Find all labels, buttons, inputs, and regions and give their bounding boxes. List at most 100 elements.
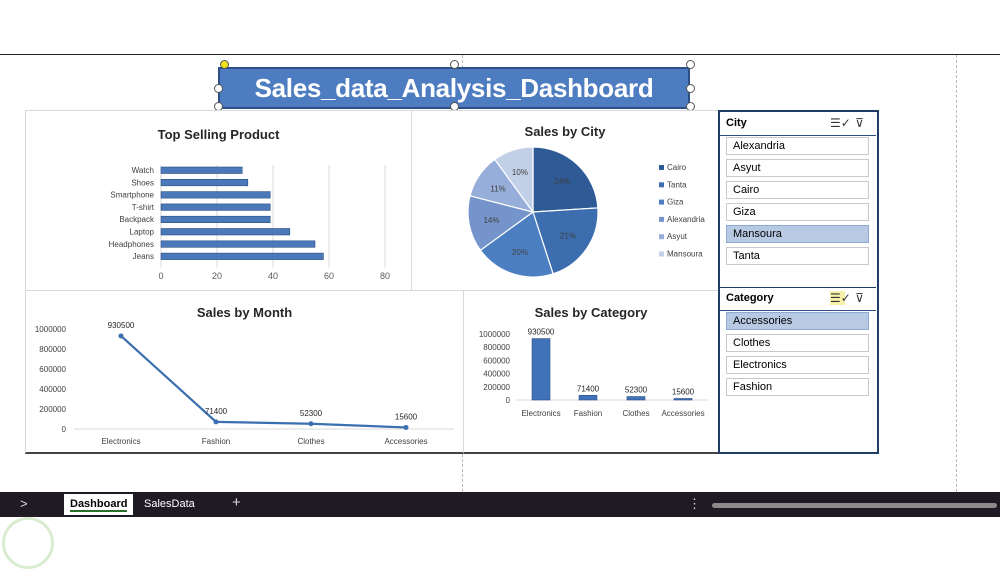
y-tick-label: Jeans xyxy=(133,252,154,261)
add-sheet-icon[interactable]: + xyxy=(232,494,241,511)
slicer-item-alexandria[interactable]: Alexandria xyxy=(726,137,869,155)
y-tick-label: 1000000 xyxy=(35,325,67,334)
rotate-handle[interactable] xyxy=(220,60,229,69)
slicer-item-asyut[interactable]: Asyut xyxy=(726,159,869,177)
x-tick-label: 40 xyxy=(268,271,278,281)
slicer-item-mansoura[interactable]: Mansoura xyxy=(726,225,869,243)
multi-select-icon[interactable]: ☰✓ xyxy=(830,291,851,305)
tab-label: SalesData xyxy=(144,498,195,510)
sales-by-city-chart[interactable]: Sales by City 24% 21% 20% 14% 11% 10% Cairo Tan… xyxy=(411,110,719,291)
y-tick-label: 1000000 xyxy=(479,330,511,339)
pie-slice xyxy=(532,146,599,213)
y-tick-label: Watch xyxy=(132,166,154,175)
legend-swatch xyxy=(659,165,664,170)
x-tick-label: 0 xyxy=(158,271,163,281)
y-tick-label: 200000 xyxy=(483,383,510,392)
bar xyxy=(160,228,291,236)
x-tick-label: 80 xyxy=(380,271,390,281)
bar xyxy=(531,338,551,401)
y-tick-label: Backpack xyxy=(119,215,155,224)
data-label: 15600 xyxy=(672,388,695,397)
resize-handle[interactable] xyxy=(214,84,223,93)
tab-salesdata[interactable]: SalesData xyxy=(138,494,201,515)
chart-title: Sales by City xyxy=(524,124,606,139)
legend-label: Asyut xyxy=(667,232,688,241)
top-selling-plot: 0 20 40 60 80 Watch Shoes Smartphone T-shirt Back… xyxy=(109,165,390,281)
data-point xyxy=(213,419,219,425)
pie-slice xyxy=(532,207,599,275)
data-label: 20% xyxy=(512,248,528,257)
bar xyxy=(160,203,271,211)
legend-label: Cairo xyxy=(667,163,687,172)
x-tick-label: Accessories xyxy=(384,437,427,446)
x-tick-label: 60 xyxy=(324,271,334,281)
pie-slice xyxy=(493,146,534,214)
data-label: 15600 xyxy=(395,412,418,421)
data-label: 71400 xyxy=(205,407,228,416)
slicer-title: Category xyxy=(726,292,774,304)
data-label: 21% xyxy=(560,232,576,241)
top-selling-chart[interactable]: Top Selling Product 0 20 40 60 80 Watch Shoes S… xyxy=(25,110,412,291)
x-tick-label: Clothes xyxy=(297,437,324,446)
resize-handle[interactable] xyxy=(450,60,459,69)
category-slicer[interactable]: Category ☰✓ ⊽ Accessories Clothes Electr… xyxy=(720,287,876,448)
bar xyxy=(160,166,243,174)
slicer-item-electronics[interactable]: Electronics xyxy=(726,356,869,374)
bar xyxy=(578,394,598,401)
bar xyxy=(160,240,316,248)
pie-slice xyxy=(479,211,554,278)
x-tick-label: 20 xyxy=(212,271,222,281)
resize-handle[interactable] xyxy=(686,84,695,93)
y-tick-label: 600000 xyxy=(483,356,510,365)
data-label: 10% xyxy=(512,168,528,177)
slicer-title: City xyxy=(726,117,747,129)
slicer-item-fashion[interactable]: Fashion xyxy=(726,378,869,396)
watermark-logo xyxy=(2,517,54,569)
y-tick-label: Headphones xyxy=(109,240,154,249)
clear-filter-icon[interactable]: ⊽ xyxy=(855,291,864,305)
slicer-item-cairo[interactable]: Cairo xyxy=(726,181,869,199)
pie-slice xyxy=(467,195,535,252)
multi-select-icon[interactable]: ☰✓ xyxy=(830,116,851,130)
slicer-item-accessories[interactable]: Accessories xyxy=(726,312,869,330)
more-options-icon[interactable]: ⋮ xyxy=(688,496,701,511)
slicer-header: City ☰✓ ⊽ xyxy=(720,113,876,136)
slicer-item-giza[interactable]: Giza xyxy=(726,203,869,221)
data-point xyxy=(118,333,124,339)
sheet-tab-bar: > Dashboard SalesData + ⋮ xyxy=(0,492,1000,517)
tab-dashboard[interactable]: Dashboard xyxy=(64,494,134,515)
data-label: 930500 xyxy=(108,321,135,330)
y-tick-label: 200000 xyxy=(39,405,66,414)
y-tick-label: 600000 xyxy=(39,365,66,374)
x-tick-label: Electronics xyxy=(521,409,560,418)
data-label: 11% xyxy=(490,184,505,193)
bar xyxy=(160,215,271,223)
x-tick-label: Accessories xyxy=(661,409,704,418)
legend-swatch xyxy=(659,199,664,205)
clear-filter-icon[interactable]: ⊽ xyxy=(855,116,864,130)
sales-by-month-plot: 0 200000 400000 600000 800000 1000000 930500 El… xyxy=(35,321,454,446)
tab-label: Dashboard xyxy=(70,498,128,512)
sales-by-month-chart[interactable]: Sales by Month 0 200000 400000 600000 800000… xyxy=(25,290,464,454)
x-tick-label: Clothes xyxy=(622,409,649,418)
data-label: 930500 xyxy=(528,328,555,337)
legend-swatch xyxy=(659,251,664,257)
data-point xyxy=(308,421,314,427)
data-label: 24% xyxy=(554,177,570,186)
x-tick-label: Fashion xyxy=(202,437,230,446)
slicer-item-tanta[interactable]: Tanta xyxy=(726,247,869,265)
sales-by-category-plot: 0 200000 400000 600000 800000 1000000 930500 El… xyxy=(479,328,708,418)
next-sheet-arrow-icon[interactable]: > xyxy=(20,496,28,511)
bar xyxy=(673,398,693,401)
data-point xyxy=(403,424,409,430)
y-tick-label: 400000 xyxy=(483,370,510,379)
city-slicer[interactable]: City ☰✓ ⊽ Alexandria Asyut Cairo Giza Ma… xyxy=(720,113,876,283)
sales-by-category-chart[interactable]: Sales by Category 0 200000 400000 600000 800… xyxy=(463,290,719,454)
legend-swatch xyxy=(659,182,664,188)
y-tick-label: Smartphone xyxy=(110,191,154,200)
resize-handle[interactable] xyxy=(686,60,695,69)
bar xyxy=(160,252,324,260)
slicer-item-clothes[interactable]: Clothes xyxy=(726,334,869,352)
horizontal-scrollbar[interactable] xyxy=(712,503,997,508)
data-label: 14% xyxy=(483,216,499,225)
